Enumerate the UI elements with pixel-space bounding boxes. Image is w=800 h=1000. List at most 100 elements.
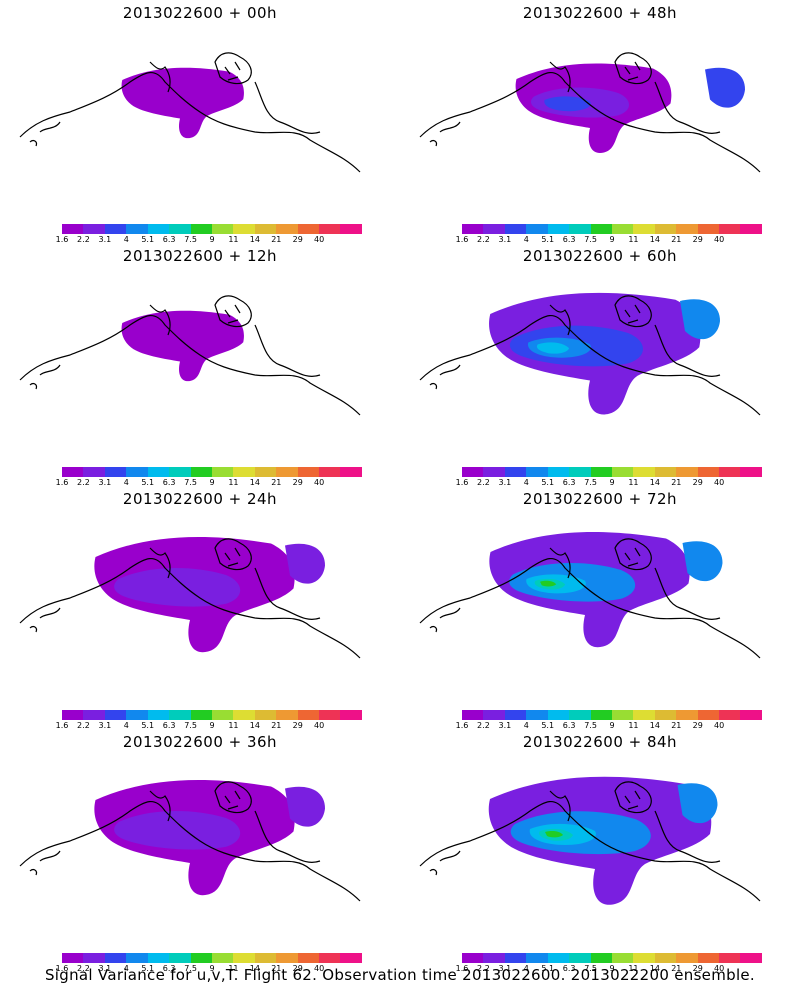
colorbar-swatch bbox=[462, 224, 484, 234]
coastlines bbox=[19, 538, 361, 659]
colorbar-swatch bbox=[233, 710, 255, 720]
colorbar-tick-label: 11 bbox=[228, 964, 239, 973]
colorbar-swatch bbox=[126, 224, 148, 234]
colorbar-swatch bbox=[104, 953, 127, 963]
colorbar-tick-label: 7.5 bbox=[184, 478, 197, 487]
colorbar-tick-label: 40 bbox=[314, 721, 325, 730]
coastlines bbox=[419, 538, 761, 659]
coastlines bbox=[19, 52, 361, 173]
colorbar-swatch bbox=[83, 467, 105, 477]
map-plot bbox=[419, 292, 761, 416]
colorbar-swatch bbox=[569, 710, 591, 720]
colorbar-tick-label: 1.6 bbox=[455, 721, 469, 730]
map-plot bbox=[19, 295, 361, 416]
colorbar-tick-label: 40 bbox=[714, 964, 725, 973]
colorbar-swatch bbox=[104, 467, 127, 477]
colorbar-swatch bbox=[126, 710, 148, 720]
colorbar-swatch bbox=[233, 224, 255, 234]
colorbar-swatch bbox=[633, 953, 655, 963]
colorbar bbox=[62, 467, 362, 477]
colorbar-tick-label: 9 bbox=[609, 721, 615, 730]
colorbar-swatch bbox=[104, 710, 127, 720]
colorbar-swatch bbox=[169, 467, 191, 477]
colorbar-swatch bbox=[697, 710, 720, 720]
colorbar-swatch bbox=[590, 467, 612, 477]
colorbar-tick-label: 9 bbox=[609, 964, 615, 973]
colorbar-tick-label: 29 bbox=[692, 235, 703, 244]
colorbar-tick-label: 5.1 bbox=[541, 478, 555, 487]
colorbar-tick-label: 29 bbox=[292, 478, 303, 487]
panel-title: 2013022600 + 12h bbox=[122, 247, 278, 265]
colorbar-tick-label: 14 bbox=[249, 478, 260, 487]
colorbar-swatch bbox=[126, 467, 148, 477]
colorbar-swatch bbox=[504, 467, 527, 477]
colorbar-tick-label: 21 bbox=[271, 478, 282, 487]
colorbar bbox=[462, 467, 762, 477]
colorbar-tick-label: 29 bbox=[292, 964, 303, 973]
colorbar-tick-label: 21 bbox=[671, 235, 682, 244]
colorbar-swatch bbox=[676, 467, 698, 477]
colorbar-swatch bbox=[633, 467, 655, 477]
colorbar-swatch bbox=[147, 224, 170, 234]
map-panel: 2013022600 + 12h 1.6 2.2 3.1 4 5.1 6.3 7.5 9 11 14… bbox=[0, 243, 400, 487]
colorbar bbox=[62, 224, 362, 234]
variance-field bbox=[489, 532, 723, 648]
colorbar-swatch bbox=[526, 467, 548, 477]
map-panel: 2013022600 + 24h 1.6 2.2 3.1 4 5.1 6.3 7.5 9 11 14… bbox=[0, 486, 400, 730]
variance-field bbox=[489, 292, 720, 415]
colorbar-swatch bbox=[611, 710, 634, 720]
colorbar-swatch bbox=[676, 224, 698, 234]
colorbar-swatch bbox=[569, 467, 591, 477]
colorbar-tick-label: 29 bbox=[292, 721, 303, 730]
colorbar-tick-label: 14 bbox=[249, 964, 260, 973]
colorbar-swatch bbox=[697, 467, 720, 477]
colorbar-tick-label: 4 bbox=[123, 235, 129, 244]
colorbar-swatch bbox=[719, 467, 741, 477]
colorbar-swatch bbox=[104, 224, 127, 234]
colorbar-tick-label: 6.3 bbox=[562, 964, 576, 973]
colorbar-swatch bbox=[254, 953, 277, 963]
colorbar-tick-label: 7.5 bbox=[184, 235, 197, 244]
colorbar-tick-label: 4 bbox=[523, 964, 529, 973]
colorbar-tick-label: 3.1 bbox=[98, 235, 112, 244]
colorbar-swatch bbox=[319, 953, 341, 963]
colorbar-swatch bbox=[590, 710, 612, 720]
colorbar-swatch bbox=[297, 467, 320, 477]
colorbar-tick-label: 9 bbox=[209, 721, 215, 730]
colorbar-labels: 1.6 2.2 3.1 4 5.1 6.3 7.5 9 11 14 21 29 40 bbox=[456, 721, 762, 731]
colorbar-swatch bbox=[719, 953, 741, 963]
colorbar-swatch bbox=[483, 953, 505, 963]
colorbar-tick-label: 7.5 bbox=[584, 478, 597, 487]
colorbar-swatch bbox=[611, 953, 634, 963]
colorbar-swatch bbox=[547, 953, 570, 963]
colorbar-swatch bbox=[569, 224, 591, 234]
colorbar-tick-label: 9 bbox=[209, 235, 215, 244]
colorbar-tick-label: 5.1 bbox=[141, 721, 155, 730]
colorbar-swatch bbox=[590, 953, 612, 963]
colorbar-tick-label: 1.6 bbox=[55, 721, 69, 730]
colorbar-swatch bbox=[462, 467, 484, 477]
map-plot bbox=[419, 532, 761, 659]
colorbar-tick-label: 3.1 bbox=[498, 721, 512, 730]
variance-field bbox=[515, 63, 745, 154]
colorbar-swatch bbox=[504, 953, 527, 963]
colorbar-tick-label: 40 bbox=[314, 478, 325, 487]
colorbar-tick-label: 11 bbox=[628, 478, 639, 487]
colorbar-tick-label: 4 bbox=[123, 478, 129, 487]
colorbar-swatch bbox=[190, 953, 212, 963]
colorbar-tick-label: 21 bbox=[671, 478, 682, 487]
colorbar-tick-label: 2.2 bbox=[77, 235, 90, 244]
colorbar-tick-label: 14 bbox=[249, 721, 260, 730]
colorbar-swatch bbox=[147, 710, 170, 720]
colorbar bbox=[62, 953, 362, 963]
colorbar-swatch bbox=[276, 467, 298, 477]
colorbar-tick-label: 7.5 bbox=[184, 721, 197, 730]
colorbar-swatch bbox=[526, 953, 548, 963]
colorbar-tick-label: 2.2 bbox=[77, 721, 90, 730]
map-plot bbox=[19, 780, 361, 902]
colorbar-tick-label: 4 bbox=[123, 721, 129, 730]
colorbar-tick-label: 4 bbox=[523, 235, 529, 244]
colorbar-swatch bbox=[340, 467, 362, 477]
colorbar-tick-label: 3.1 bbox=[98, 478, 112, 487]
colorbar-swatch bbox=[297, 224, 320, 234]
